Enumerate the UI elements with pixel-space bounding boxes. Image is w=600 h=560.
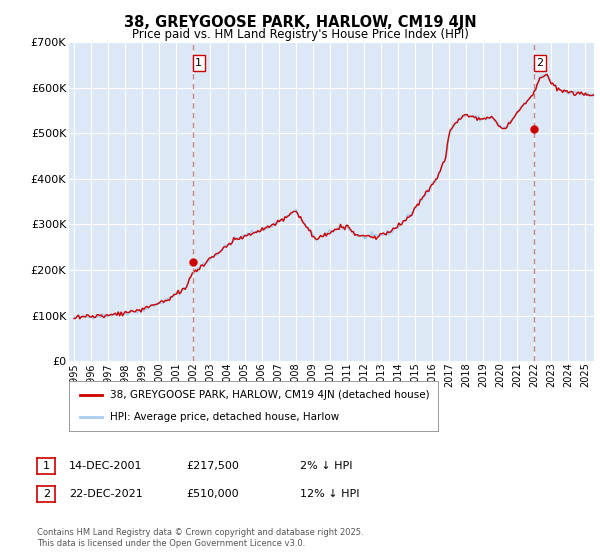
Text: £217,500: £217,500: [186, 461, 239, 471]
Text: 2% ↓ HPI: 2% ↓ HPI: [300, 461, 353, 471]
Text: HPI: Average price, detached house, Harlow: HPI: Average price, detached house, Harl…: [110, 412, 339, 422]
Text: 1: 1: [196, 58, 202, 68]
Text: 22-DEC-2021: 22-DEC-2021: [69, 489, 143, 499]
Text: 2: 2: [43, 489, 50, 499]
Text: Contains HM Land Registry data © Crown copyright and database right 2025.
This d: Contains HM Land Registry data © Crown c…: [37, 528, 364, 548]
Text: 1: 1: [43, 461, 50, 471]
Text: 38, GREYGOOSE PARK, HARLOW, CM19 4JN: 38, GREYGOOSE PARK, HARLOW, CM19 4JN: [124, 15, 476, 30]
Text: 14-DEC-2001: 14-DEC-2001: [69, 461, 143, 471]
Text: Price paid vs. HM Land Registry's House Price Index (HPI): Price paid vs. HM Land Registry's House …: [131, 28, 469, 41]
Text: 38, GREYGOOSE PARK, HARLOW, CM19 4JN (detached house): 38, GREYGOOSE PARK, HARLOW, CM19 4JN (de…: [110, 390, 429, 400]
Text: 2: 2: [536, 58, 544, 68]
Text: £510,000: £510,000: [186, 489, 239, 499]
Text: 12% ↓ HPI: 12% ↓ HPI: [300, 489, 359, 499]
